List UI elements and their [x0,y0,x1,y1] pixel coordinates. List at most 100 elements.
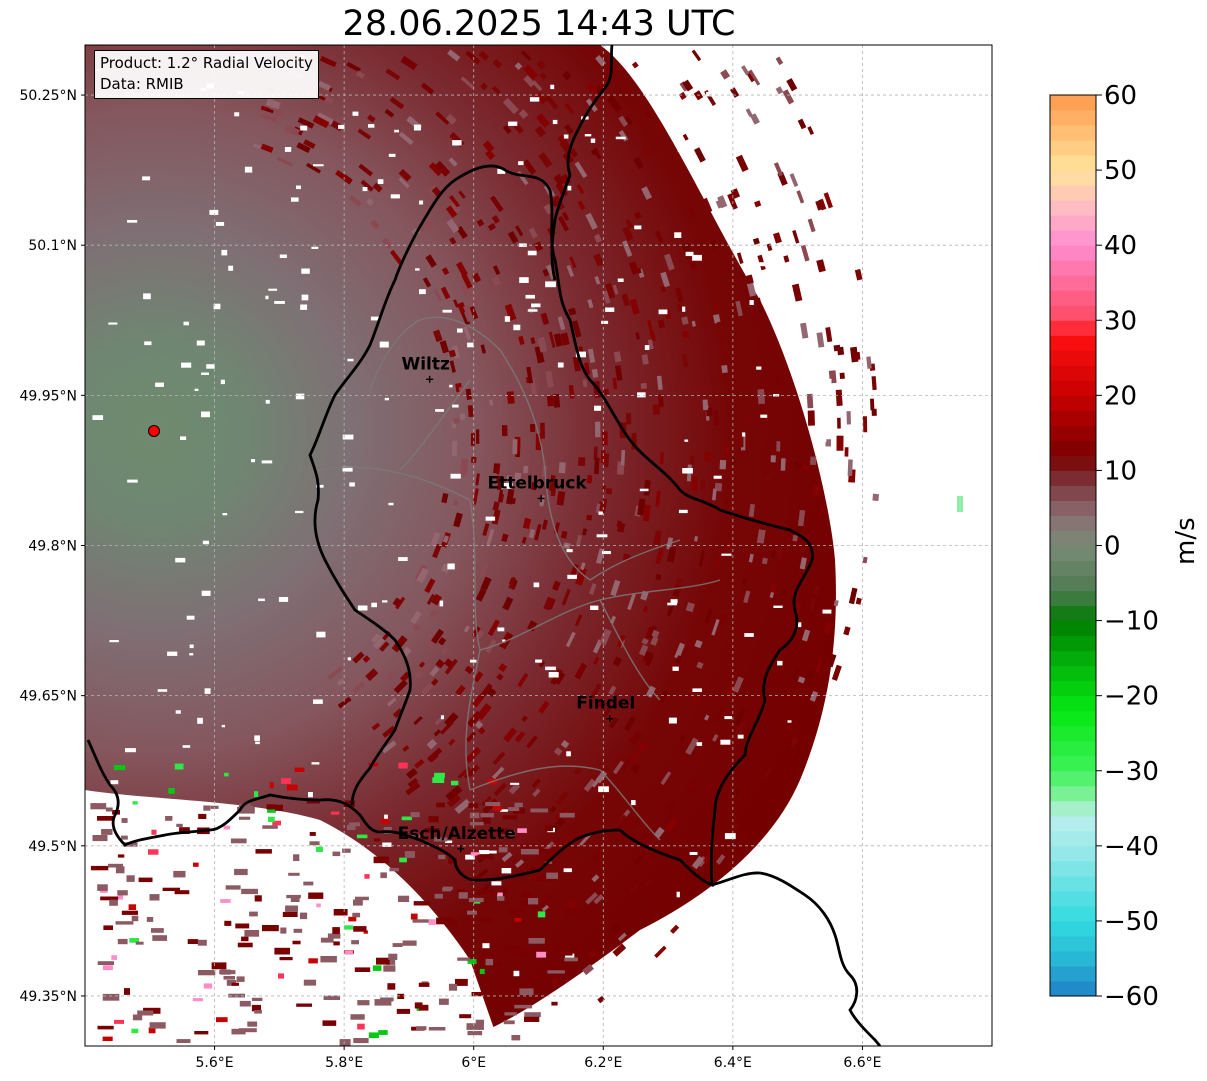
city-marker [426,375,434,383]
radar-gate [643,651,654,662]
radar-gate [666,604,674,617]
radar-gate [501,851,513,863]
no-data-gate [155,382,164,387]
radar-gate [162,887,180,891]
radar-gate [564,103,575,115]
radar-gate [372,182,383,193]
no-data-gate [192,987,202,991]
radar-gate [502,97,519,115]
radar-gate [344,925,353,930]
city-label: Ettelbruck [487,473,587,493]
radar-gate [800,546,806,553]
radar-gate [534,524,542,541]
radar-gate [656,375,663,390]
no-data-gate [284,147,292,152]
radar-gate [465,50,481,65]
radar-gate [114,765,126,771]
no-data-gate [101,945,105,951]
radar-gate [176,823,183,827]
no-data-gate [525,294,535,299]
radar-gate [443,658,453,668]
radar-gate [750,113,760,125]
radar-gate [615,752,627,765]
radar-gate [629,298,640,315]
radar-gate [223,825,230,830]
radar-gate [536,113,550,128]
radar-gate [537,911,546,918]
no-data-gate [601,320,609,324]
radar-gate [434,893,443,899]
radar-gate [523,465,529,474]
radar-gate [843,626,851,636]
no-data-gate [338,124,345,129]
radar-gate [457,301,467,314]
no-data-gate [206,364,215,369]
radar-gate [681,353,689,368]
radar-gate [589,583,597,595]
radar-gate [557,316,566,331]
radar-gate [437,636,447,646]
radar-gate [308,892,324,899]
no-data-gate [637,392,646,398]
radar-gate [460,76,475,90]
lat-tick-label: 50.25°N [19,88,77,104]
radar-gate [693,648,700,656]
lat-tick-label: 49.5°N [28,839,77,855]
no-data-gate [148,957,159,963]
radar-gate [111,955,117,960]
radar-gate [502,124,512,134]
radar-gate [539,848,557,854]
radar-gate [528,898,539,905]
radar-gate [514,731,526,743]
colorbar-band [1050,110,1096,126]
radar-gate [309,832,316,836]
no-data-gate [676,891,680,898]
radar-gate [345,950,354,955]
no-data-gate [439,600,444,607]
radar-gate [469,306,479,320]
colorbar-band [1050,440,1096,456]
radar-gate [770,550,776,558]
radar-gate [370,633,381,644]
no-data-gate [308,792,313,798]
radar-gate [520,50,532,61]
lat-tick-label: 49.35°N [19,989,77,1005]
no-data-gate [457,328,463,333]
colorbar-band [1050,260,1096,276]
radar-gate [480,576,492,591]
radar-gate [280,927,287,934]
radar-gate [521,891,531,898]
radar-gate [493,782,508,797]
radar-gate [530,424,536,432]
no-data-gate [513,970,520,977]
no-data-gate [347,358,354,362]
radar-gate [444,712,459,727]
radar-gate [732,787,742,797]
radar-gate [428,816,439,823]
radar-gate [640,382,648,390]
radar-gate [593,894,604,905]
radar-gate [674,642,685,660]
no-data-gate [590,605,599,610]
radar-gate [580,562,586,571]
radar-gate [121,818,128,823]
colorbar-tick-label: −60 [1104,982,1159,1012]
no-data-gate [385,896,397,901]
radar-gate [296,1003,312,1007]
radar-gate [655,230,664,244]
no-data-gate [382,600,388,603]
radar-gate [487,619,500,637]
no-data-gate [201,590,211,596]
radar-gate [126,875,135,882]
no-data-gate [221,249,228,256]
radar-gate [817,636,824,646]
colorbar-band [1050,95,1096,111]
no-data-gate [596,534,608,538]
no-data-gate [545,281,556,288]
no-data-gate [518,161,524,166]
no-data-gate [347,657,351,661]
radar-gate [429,666,440,677]
radar-gate [249,911,258,917]
no-data-gate [685,251,694,257]
radar-gate [434,772,445,778]
